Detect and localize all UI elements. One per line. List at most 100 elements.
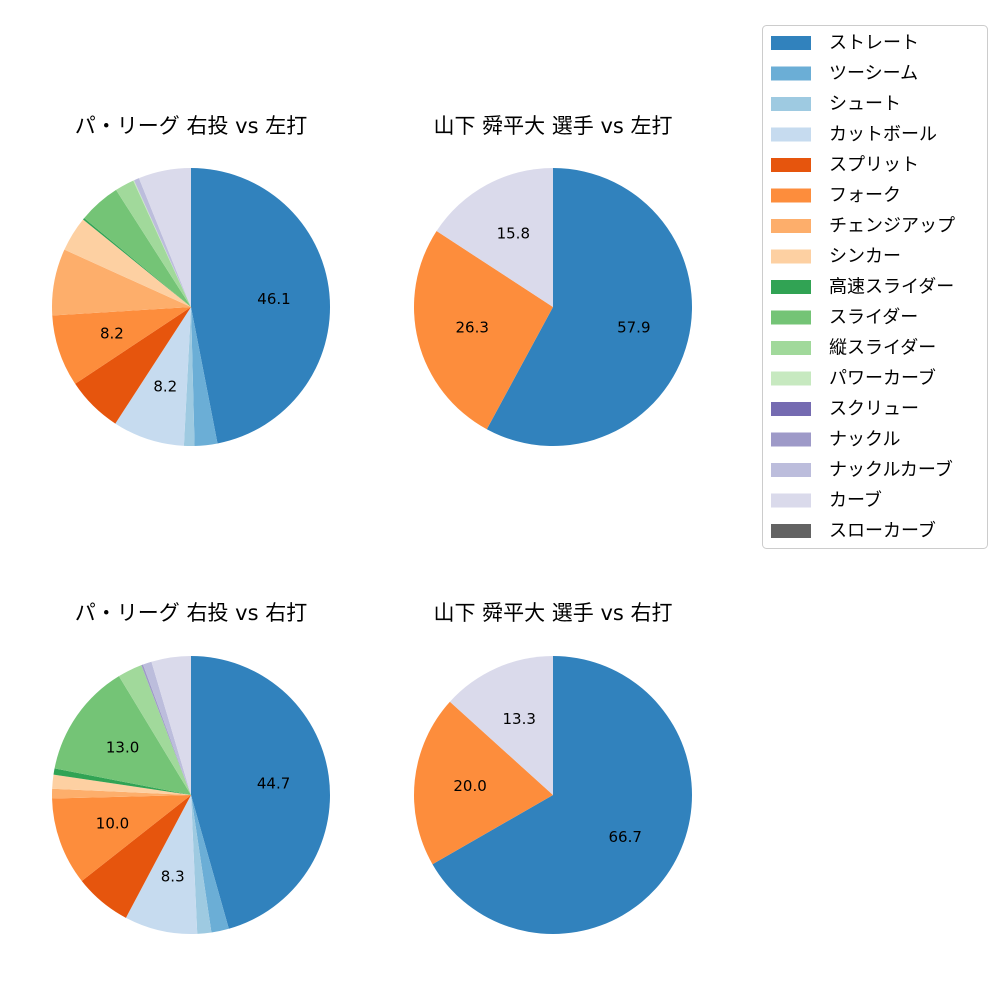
pie-slice [52, 795, 191, 881]
pie-slice [81, 795, 191, 918]
pie-slice [133, 180, 191, 307]
pie-slice [54, 676, 192, 795]
pie-slice [191, 168, 331, 444]
pie-slice [84, 189, 191, 307]
legend-entry: スライダー [771, 307, 918, 328]
pie-slice [413, 231, 553, 430]
legend-entry: フォーク [771, 185, 901, 206]
pie-slice [75, 307, 191, 424]
legend-label: カットボール [829, 124, 937, 145]
legend-entry: シュート [771, 94, 901, 115]
legend-entry: スクリュー [771, 399, 919, 420]
slice-value-label: 66.7 [608, 828, 641, 846]
slice-value-label: 26.3 [455, 319, 488, 337]
legend-swatch [771, 493, 811, 508]
legend-frame [762, 25, 988, 549]
legend-label: 縦スライダー [829, 338, 936, 359]
chart-title: 山下 舜平大 選手 vs 左打 [433, 114, 672, 138]
legend-label: 高速スライダー [829, 277, 954, 298]
legend-entry: カットボール [771, 124, 937, 145]
pie-slice [449, 656, 553, 795]
slice-value-label: 46.1 [257, 290, 290, 308]
legend-swatch [771, 249, 811, 264]
pie-slice [53, 768, 192, 795]
chart-title: パ・リーグ 右投 vs 右打 [75, 601, 307, 625]
pie-chart-3: パ・リーグ 右投 vs 右打 44.7 8.3 10.0 13.0 [52, 601, 330, 934]
legend-label: ナックル [829, 429, 900, 450]
slice-value-label: 10.0 [96, 814, 129, 832]
pie-slice [151, 656, 191, 795]
legend-swatch [771, 127, 811, 142]
legend-entry: ナックルカーブ [771, 459, 953, 481]
legend-entry: スプリット [771, 155, 919, 176]
pie-slice [118, 665, 191, 795]
legend-swatch [771, 66, 811, 81]
legend-label: シュート [829, 94, 901, 115]
pie-slice [52, 774, 191, 795]
chart-title: 山下 舜平大 選手 vs 右打 [433, 601, 672, 625]
pie-slice [191, 307, 218, 446]
pie-slice [432, 656, 693, 934]
legend-entry: ナックル [771, 429, 900, 450]
pie-slice [138, 168, 191, 307]
legend: ストレートツーシームシュートカットボールスプリットフォークチェンジアップシンカー… [762, 25, 988, 549]
pie-slice [191, 795, 212, 934]
pie-slice [64, 219, 191, 307]
legend-swatch [771, 280, 811, 294]
legend-label: シンカー [829, 246, 901, 267]
legend-entry: ツーシーム [771, 63, 918, 84]
pie-slice [191, 656, 330, 929]
legend-label: ナックルカーブ [829, 459, 953, 481]
legend-entry: 縦スライダー [771, 338, 936, 359]
legend-swatch [771, 36, 811, 50]
slice-value-label: 20.0 [453, 777, 486, 795]
legend-swatch [771, 463, 811, 477]
legend-label: パワーカーブ [829, 367, 936, 389]
slice-value-label: 8.2 [100, 325, 124, 343]
legend-entry: カーブ [771, 489, 882, 511]
slice-value-label: 13.3 [502, 710, 535, 728]
pie-charts: パ・リーグ 右投 vs 左打 46.1 8.2 8.2 山下 舜平大 選手 vs 左打 5… [52, 114, 693, 934]
legend-label: スローカーブ [829, 520, 936, 542]
slice-value-label: 8.3 [161, 867, 185, 885]
legend-swatch [771, 219, 811, 233]
pie-slice [486, 168, 693, 446]
pie-chart-4: 山下 舜平大 選手 vs 右打 66.7 20.0 13.3 [414, 601, 693, 934]
slice-value-label: 44.7 [257, 775, 290, 793]
legend-swatch [771, 310, 811, 325]
legend-swatch [771, 371, 811, 386]
legend-swatch [771, 402, 811, 416]
chart-title: パ・リーグ 右投 vs 左打 [75, 114, 307, 138]
pie-slice [125, 795, 198, 934]
pie-chart-1: パ・リーグ 右投 vs 左打 46.1 8.2 8.2 [52, 114, 331, 446]
slice-value-label: 8.2 [153, 377, 177, 395]
pie-slice [116, 180, 191, 307]
legend-entry: 高速スライダー [771, 277, 954, 298]
pie-slice [115, 307, 191, 446]
legend-entry: シンカー [771, 246, 901, 267]
pie-slice [52, 249, 191, 316]
legend-swatch [771, 341, 811, 355]
legend-swatch [771, 158, 811, 172]
legend-label: スプリット [829, 155, 919, 176]
pie-slice [52, 307, 192, 384]
pie-slice [83, 218, 191, 307]
pie-slice [134, 178, 191, 307]
legend-swatch [771, 97, 811, 111]
legend-label: ストレート [829, 33, 919, 54]
pie-slice [191, 795, 229, 933]
legend-label: スクリュー [829, 399, 919, 420]
pie-slice [142, 661, 191, 795]
pie-slice [183, 307, 195, 446]
legend-entry: チェンジアップ [771, 216, 955, 237]
legend-label: スライダー [829, 307, 918, 328]
legend-label: フォーク [829, 185, 901, 206]
legend-swatch [771, 524, 811, 538]
legend-entry: ストレート [771, 33, 919, 54]
legend-label: ツーシーム [829, 63, 918, 84]
pie-slice [436, 168, 553, 307]
legend-label: カーブ [829, 489, 882, 511]
legend-swatch [771, 432, 811, 447]
pie-slice [414, 701, 553, 865]
